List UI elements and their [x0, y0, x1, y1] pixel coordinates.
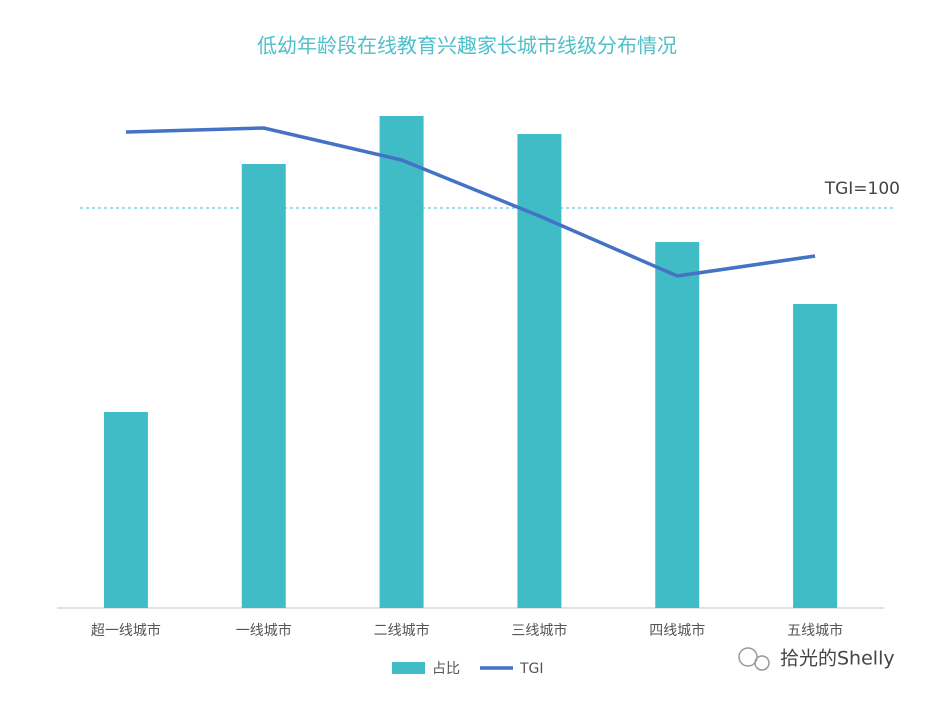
watermark: 拾光的Shelly	[738, 647, 895, 671]
x-tick-label: 超一线城市	[91, 622, 161, 639]
watermark-icon	[754, 655, 770, 671]
legend-swatch	[392, 662, 425, 674]
x-tick-label: 五线城市	[787, 622, 843, 639]
bar	[655, 242, 700, 608]
bar	[793, 304, 838, 608]
x-tick-label: 三线城市	[511, 622, 567, 639]
line	[125, 126, 816, 278]
x-tick-label: 一线城市	[236, 622, 292, 639]
legend-label: TGI	[519, 661, 544, 677]
watermark-text: 拾光的Shelly	[780, 648, 895, 670]
bar	[241, 164, 286, 608]
x-tick-label: 四线城市	[649, 622, 705, 639]
bar	[517, 134, 562, 608]
x-tick-label: 二线城市	[374, 622, 430, 639]
chart-title: 低幼年龄段在线教育兴趣家长城市线级分布情况	[257, 34, 677, 58]
watermark-icon	[738, 647, 758, 667]
legend-label: 占比	[432, 661, 460, 677]
bar	[379, 116, 424, 608]
bar	[103, 412, 148, 608]
reference-label: TGI=100	[824, 179, 900, 199]
